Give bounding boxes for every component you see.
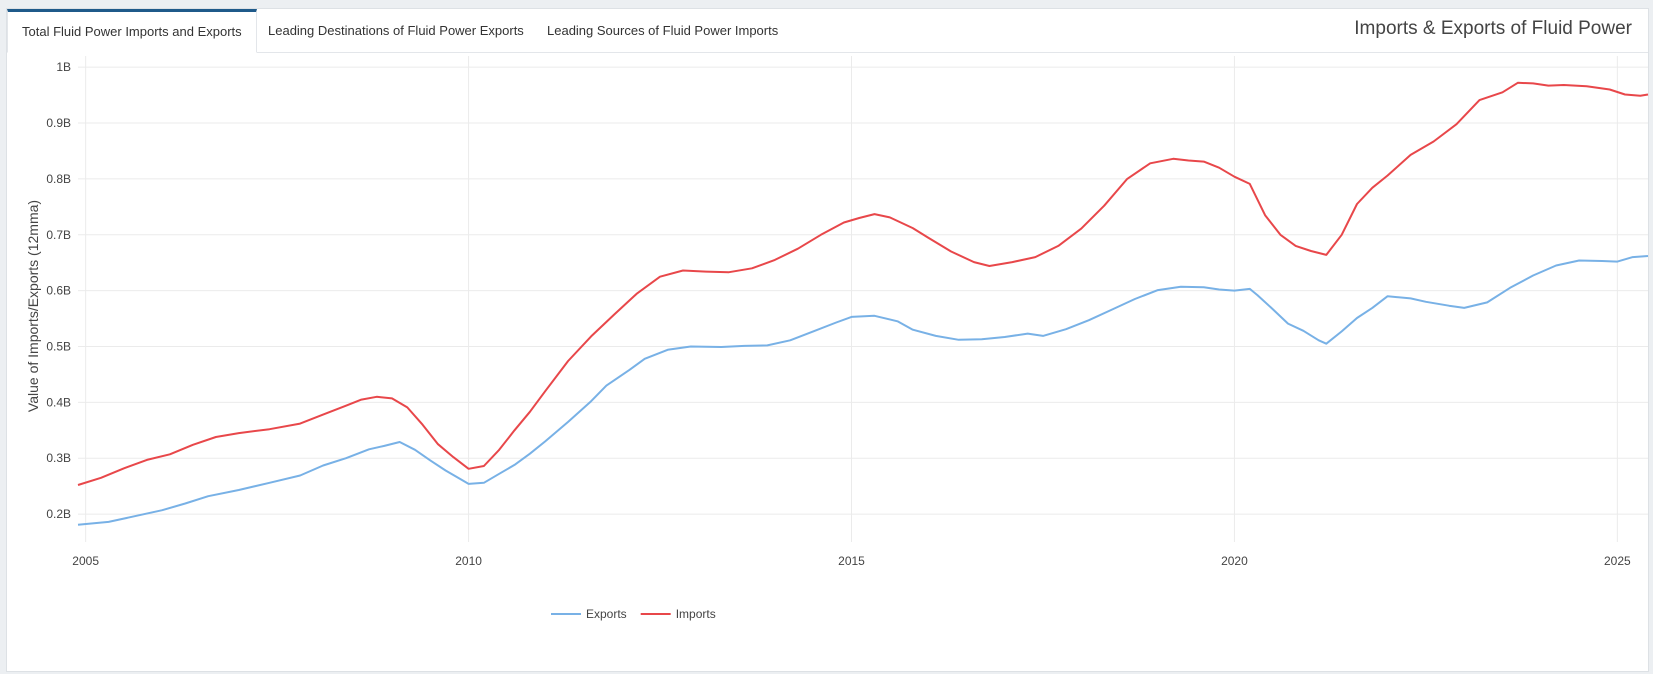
legend-label: Imports (676, 607, 716, 621)
y-tick-label: 0.3B (46, 451, 71, 465)
y-tick-label: 0.9B (46, 116, 71, 130)
legend-label: Exports (586, 607, 627, 621)
x-tick-label: 2025 (1604, 554, 1631, 568)
y-tick-label: 0.2B (46, 507, 71, 521)
x-tick-label: 2020 (1221, 554, 1248, 568)
x-tick-label: 2010 (455, 554, 482, 568)
y-tick-label: 0.8B (46, 172, 71, 186)
tab-leading-sources[interactable]: Leading Sources of Fluid Power Imports (547, 23, 779, 38)
tab-bar: Total Fluid Power Imports and Exports Le… (7, 9, 1648, 53)
legend-item-exports[interactable]: Exports (551, 607, 627, 621)
x-tick-label: 2015 (838, 554, 865, 568)
y-tick-label: 0.5B (46, 339, 71, 353)
series-line-imports (77, 81, 1649, 486)
page-title: Imports & Exports of Fluid Power (1354, 18, 1632, 39)
y-tick-label: 0.4B (46, 395, 71, 409)
series-line-exports (77, 255, 1649, 526)
legend-item-imports[interactable]: Imports (640, 607, 716, 621)
tab-total-imports-exports[interactable]: Total Fluid Power Imports and Exports (7, 9, 257, 53)
y-tick-label: 1B (56, 60, 71, 74)
x-axis-ticks: 2005 2010 2015 2020 2025 (72, 554, 1631, 568)
chart-series (77, 81, 1649, 526)
chart-panel: Total Fluid Power Imports and Exports Le… (6, 8, 1649, 672)
y-axis-ticks: 0.2B 0.3B 0.4B 0.5B 0.6B 0.7B 0.8B 0.9B 1B (46, 60, 71, 521)
x-tick-label: 2005 (72, 554, 99, 568)
chart-legend[interactable]: Exports Imports (551, 607, 716, 621)
y-tick-label: 0.7B (46, 228, 71, 242)
chart-grid (78, 56, 1648, 542)
tab-leading-destinations[interactable]: Leading Destinations of Fluid Power Expo… (268, 23, 524, 38)
y-tick-label: 0.6B (46, 284, 71, 298)
y-axis-label: Value of Imports/Exports (12mma) (25, 200, 41, 412)
